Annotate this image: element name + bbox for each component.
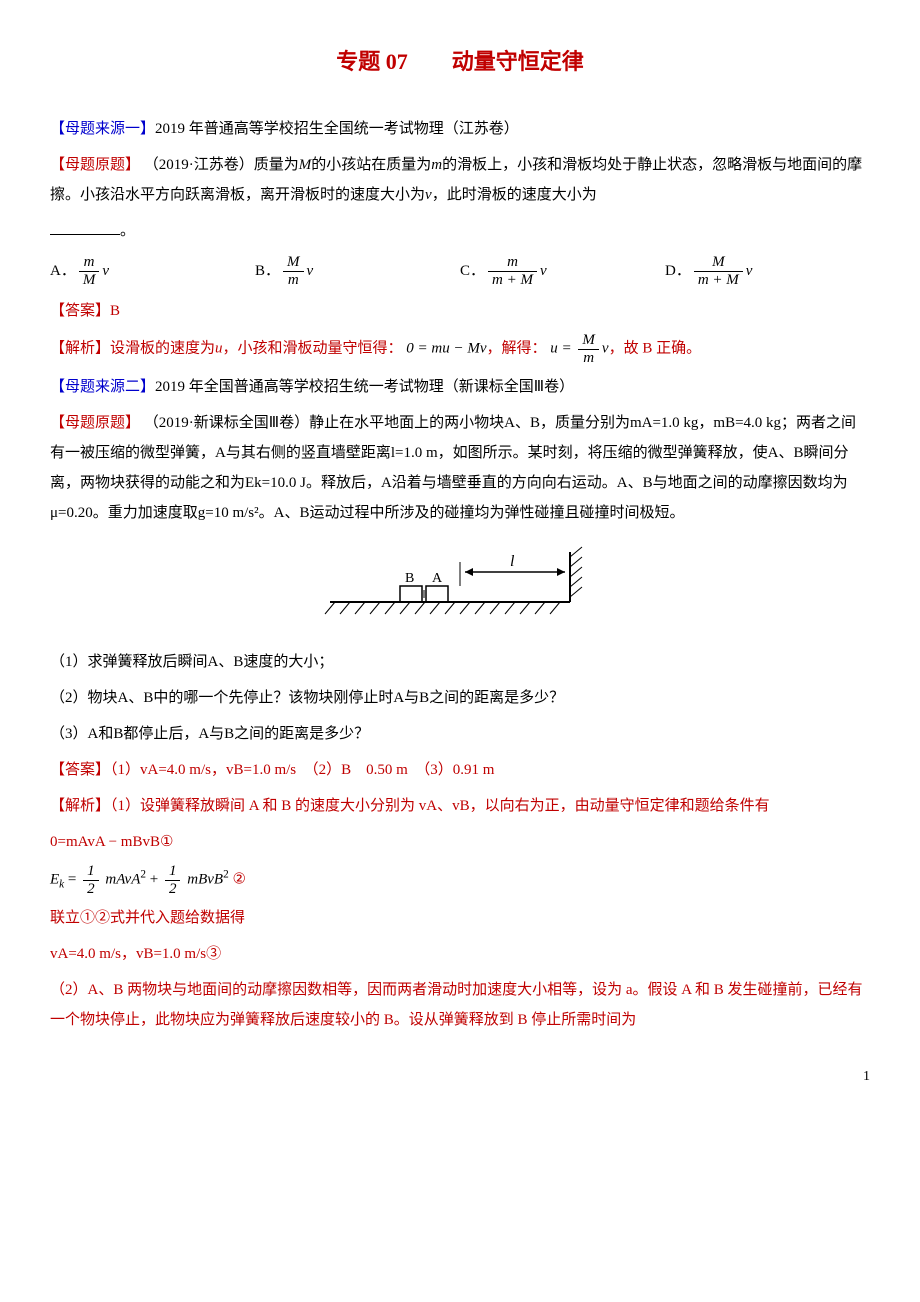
answer-2: 【答案】（1）vA=4.0 m/s，vB=1.0 m/s （2）B 0.50 m… — [50, 755, 870, 785]
diagram-svg: B A l — [310, 542, 610, 622]
explain-2-p1: 【解析】（1）设弹簧释放瞬间 A 和 B 的速度大小分别为 vA、vB，以向右为… — [50, 791, 870, 821]
q1-period: 。 — [120, 223, 135, 239]
exp1-b: ，小孩和滑板动量守恒得： — [223, 340, 403, 356]
choice-a-tail: v — [102, 256, 109, 286]
question-1: 【母题原题】 （2019·江苏卷）质量为M的小孩站在质量为m的滑板上，小孩和滑板… — [50, 150, 870, 210]
choice-a: A． mM v — [50, 254, 255, 288]
answer-1-text: B — [110, 303, 120, 319]
choice-c: C． mm + M v — [460, 254, 665, 288]
fill-blank — [50, 221, 120, 236]
q2-sub1: （1）求弹簧释放后瞬间A、B速度的大小； — [50, 647, 870, 677]
explain-1: 【解析】设滑板的速度为u，小孩和滑板动量守恒得： 0 = mu − Mv，解得：… — [50, 332, 870, 366]
choice-c-num: m — [488, 254, 537, 272]
ek-sym: E — [50, 871, 59, 887]
q1-body-b: 的小孩站在质量为 — [311, 157, 431, 173]
page-title: 专题 07 动量守恒定律 — [50, 40, 870, 84]
exp1-eq2-num: M — [578, 332, 599, 350]
source-1-label: 【母题来源一】 — [50, 121, 155, 137]
half1-num: 1 — [83, 863, 99, 881]
source-2: 【母题来源二】2019 年全国普通高等学校招生统一考试物理（新课标全国Ⅲ卷） — [50, 372, 870, 402]
sq2: 2 — [223, 868, 229, 880]
source-2-text: 2019 年全国普通高等学校招生统一考试物理（新课标全国Ⅲ卷） — [155, 379, 574, 395]
answer-2-text: （1）vA=4.0 m/s，vB=1.0 m/s （2）B 0.50 m （3）… — [110, 762, 494, 778]
explain-2-eq1: 0=mAvA − mBvB① — [50, 827, 870, 857]
half2-num: 1 — [165, 863, 181, 881]
answer-1: 【答案】B — [50, 296, 870, 326]
diagram-label-l: l — [510, 553, 515, 570]
choice-d-prefix: D． — [665, 256, 691, 286]
answer-2-label: 【答案】 — [50, 762, 110, 778]
q1-body-d: ，此时滑板的速度大小为 — [432, 187, 597, 203]
choice-b-prefix: B． — [255, 256, 280, 286]
choice-b-den: m — [283, 272, 304, 289]
choice-c-tail: v — [540, 256, 547, 286]
plus: + — [150, 871, 162, 887]
exp1-c: ，解得： — [487, 340, 547, 356]
choice-b-num: M — [283, 254, 304, 272]
explain-1-label: 【解析】 — [50, 340, 110, 356]
q1-tag: （2019·江苏卷） — [144, 157, 254, 173]
q2-label: 【母题原题】 — [50, 415, 140, 431]
term1: mAvA — [105, 871, 140, 887]
half2-den: 2 — [165, 881, 181, 898]
explain-2-p2: 联立①②式并代入题给数据得 — [50, 903, 870, 933]
physics-diagram: B A l — [50, 542, 870, 633]
source-1-text: 2019 年普通高等学校招生全国统一考试物理（江苏卷） — [155, 121, 519, 137]
term2: mBvB — [187, 871, 223, 887]
choice-b: B． Mm v — [255, 254, 460, 288]
choice-b-tail: v — [307, 256, 314, 286]
explain-2-p3: vA=4.0 m/s，vB=1.0 m/s③ — [50, 939, 870, 969]
choice-d-den: m + M — [694, 272, 743, 289]
choice-d: D． Mm + M v — [665, 254, 870, 288]
explain-2-p4: （2）A、B 两物块与地面间的动摩擦因数相等，因而两者滑动时加速度大小相等，设为… — [50, 975, 870, 1035]
choice-a-num: m — [79, 254, 100, 272]
choice-d-tail: v — [746, 256, 753, 286]
sq1: 2 — [140, 868, 146, 880]
exp1-eq2-den: m — [578, 350, 599, 367]
choice-c-den: m + M — [488, 272, 537, 289]
exp1-eq2-tail: v — [602, 340, 609, 356]
explain-2-label: 【解析】 — [50, 798, 110, 814]
q1-body-a: 质量为 — [254, 157, 299, 173]
exp1-a: 设滑板的速度为 — [110, 340, 215, 356]
exp2-p1: （1）设弹簧释放瞬间 A 和 B 的速度大小分别为 vA、vB，以向右为正，由动… — [110, 798, 770, 814]
choice-d-num: M — [694, 254, 743, 272]
q2-sub3: （3）A和B都停止后，A与B之间的距离是多少？ — [50, 719, 870, 749]
q2-tag: （2019·新课标全国Ⅲ卷） — [144, 415, 309, 431]
choice-a-prefix: A． — [50, 256, 76, 286]
exp1-eq2-lhs: u = — [550, 340, 575, 356]
choice-a-den: M — [79, 272, 100, 289]
question-1-blank: 。 — [50, 216, 870, 246]
answer-1-label: 【答案】 — [50, 303, 110, 319]
half1-den: 2 — [83, 881, 99, 898]
page-number: 1 — [50, 1063, 870, 1091]
q2-sub2: （2）物块A、B中的哪一个先停止？该物块刚停止时A与B之间的距离是多少？ — [50, 683, 870, 713]
ek-eq: = — [64, 871, 80, 887]
question-2: 【母题原题】 （2019·新课标全国Ⅲ卷）静止在水平地面上的两小物块A、B，质量… — [50, 408, 870, 528]
source-2-label: 【母题来源二】 — [50, 379, 155, 395]
choice-row: A． mM v B． Mm v C． mm + M v D． Mm + M v — [50, 254, 870, 288]
exp1-d: ，故 B 正确。 — [609, 340, 702, 356]
source-1: 【母题来源一】2019 年普通高等学校招生全国统一考试物理（江苏卷） — [50, 114, 870, 144]
mark2: ② — [232, 871, 245, 887]
diagram-label-a: A — [432, 571, 443, 586]
choice-c-prefix: C． — [460, 256, 485, 286]
explain-2-ek: Ek = 12 mAvA2 + 12 mBvB2 ② — [50, 863, 870, 897]
q1-label: 【母题原题】 — [50, 157, 140, 173]
exp1-eq1: 0 = mu − Mv — [406, 340, 486, 356]
diagram-label-b: B — [405, 571, 414, 586]
